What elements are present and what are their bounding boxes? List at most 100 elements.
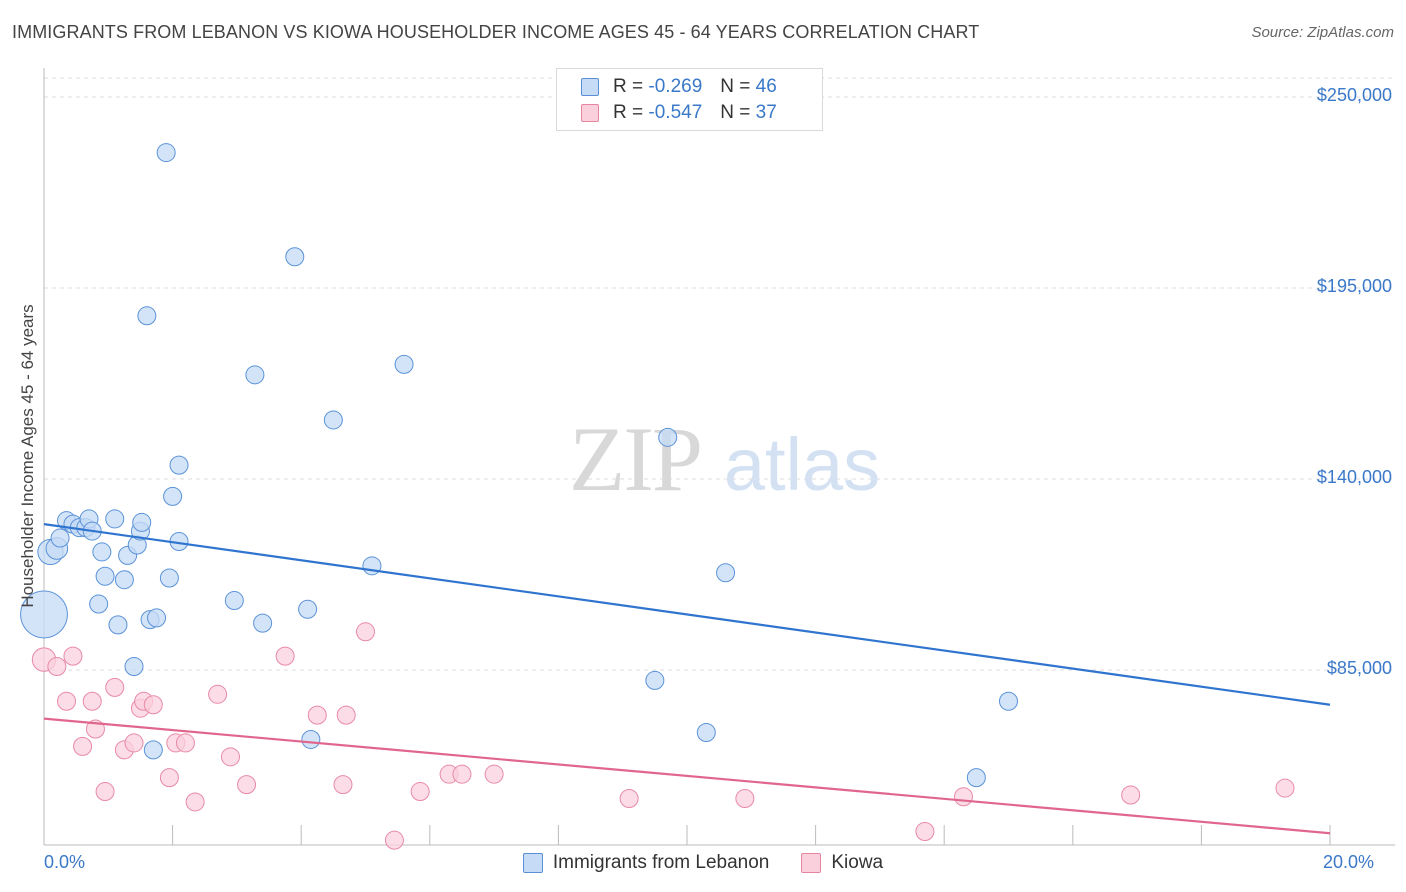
kiowa-point <box>73 736 93 756</box>
stats-row-lebanon: R = -0.269 N = 46 <box>581 75 777 99</box>
stats-row-kiowa: R = -0.547 N = 37 <box>581 101 777 125</box>
lebanon-point <box>147 608 167 628</box>
kiowa-point <box>175 733 195 753</box>
lebanon-point <box>298 599 318 619</box>
kiowa-point <box>307 705 327 725</box>
y-axis-label: Householder Income Ages 45 - 64 years <box>18 304 37 608</box>
lebanon-point <box>253 613 273 633</box>
lebanon-point <box>105 509 125 529</box>
lebanon-point <box>285 247 305 267</box>
kiowa-point <box>953 787 973 807</box>
kiowa-point <box>452 764 472 784</box>
kiowa-point <box>143 695 163 715</box>
lebanon-point <box>132 512 152 532</box>
legend-swatch-kiowa <box>801 853 822 873</box>
legend-swatch-lebanon <box>522 853 543 873</box>
n-value: 37 <box>755 102 777 123</box>
legend-label-lebanon: Immigrants from Lebanon <box>552 852 770 873</box>
lebanon-point <box>163 486 183 506</box>
kiowa-point <box>410 782 430 802</box>
lebanon-point <box>696 723 716 743</box>
lebanon-point <box>124 657 144 677</box>
kiowa-point <box>735 788 755 808</box>
kiowa-point <box>915 821 935 841</box>
y-tick-label: $195,000 <box>1316 276 1392 296</box>
legend-item-kiowa[interactable]: Kiowa <box>801 852 883 874</box>
n-value: 46 <box>755 76 777 97</box>
kiowa-point <box>208 684 228 704</box>
watermark-zip: ZIP <box>569 408 701 510</box>
lebanon-points <box>20 143 1018 788</box>
kiowa-swatch <box>581 104 599 122</box>
y-tick-label: $250,000 <box>1316 85 1392 105</box>
lebanon-point <box>224 591 244 611</box>
kiowa-point <box>384 830 404 850</box>
kiowa-point <box>1121 785 1141 805</box>
kiowa-point <box>1275 778 1295 798</box>
kiowa-point <box>63 646 83 666</box>
lebanon-point <box>89 594 109 614</box>
lebanon-point <box>114 570 134 590</box>
kiowa-point <box>275 646 295 666</box>
lebanon-point <box>245 365 265 385</box>
kiowa-point <box>105 677 125 697</box>
lebanon-swatch <box>581 78 599 96</box>
kiowa-point <box>185 792 205 812</box>
kiowa-point <box>336 705 356 725</box>
lebanon-point <box>645 670 665 690</box>
y-tick-label: $140,000 <box>1316 467 1392 487</box>
kiowa-point <box>82 691 102 711</box>
lebanon-point <box>143 740 163 760</box>
chart-title: IMMIGRANTS FROM LEBANON VS KIOWA HOUSEHO… <box>12 22 980 42</box>
watermark: ZIP atlas <box>569 408 880 510</box>
kiowa-point <box>159 768 179 788</box>
r-label: R = <box>613 76 644 97</box>
lebanon-point <box>966 768 986 788</box>
lebanon-trend-line <box>43 523 1331 706</box>
x-tick-max: 20.0% <box>1323 852 1375 872</box>
lebanon-point <box>108 615 128 635</box>
lebanon-point <box>658 427 678 447</box>
lebanon-point <box>323 410 343 430</box>
lebanon-point <box>716 563 736 583</box>
kiowa-trend-line <box>43 717 1331 835</box>
n-label: N = <box>720 102 751 123</box>
lebanon-point <box>95 566 115 586</box>
x-tick-min: 0.0% <box>44 852 86 872</box>
kiowa-point <box>356 622 375 642</box>
kiowa-point <box>124 733 144 753</box>
kiowa-points <box>31 622 1295 850</box>
lebanon-point <box>169 455 189 475</box>
n-label: N = <box>720 76 751 97</box>
r-label: R = <box>613 102 644 123</box>
lebanon-point <box>999 691 1018 711</box>
kiowa-point <box>47 657 67 677</box>
lebanon-point <box>137 306 157 326</box>
kiowa-point <box>484 764 504 784</box>
lebanon-point <box>301 729 321 749</box>
kiowa-point <box>333 775 353 795</box>
lebanon-point <box>20 590 68 639</box>
legend-item-lebanon[interactable]: Immigrants from Lebanon <box>522 852 770 874</box>
lebanon-point <box>92 542 112 562</box>
watermark-atlas: atlas <box>724 423 880 506</box>
kiowa-point <box>57 691 77 711</box>
kiowa-point <box>237 775 257 795</box>
lebanon-point <box>156 143 176 163</box>
trend-lines <box>43 523 1331 835</box>
r-value: -0.269 <box>648 76 703 97</box>
r-value: -0.547 <box>648 102 703 123</box>
kiowa-point <box>220 747 240 767</box>
lebanon-point <box>159 568 179 588</box>
legend-label-kiowa: Kiowa <box>831 852 884 873</box>
axes <box>43 68 1395 846</box>
kiowa-point <box>619 788 639 808</box>
source-label: Source: ZipAtlas.com <box>1251 24 1394 41</box>
legend: Immigrants from Lebanon Kiowa <box>0 852 1406 874</box>
kiowa-point <box>95 782 115 802</box>
y-tick-label: $85,000 <box>1326 658 1392 678</box>
lebanon-point <box>50 528 70 548</box>
lebanon-point <box>394 354 414 374</box>
stats-box: R = -0.269 N = 46 R = -0.547 N = 37 <box>556 68 823 131</box>
